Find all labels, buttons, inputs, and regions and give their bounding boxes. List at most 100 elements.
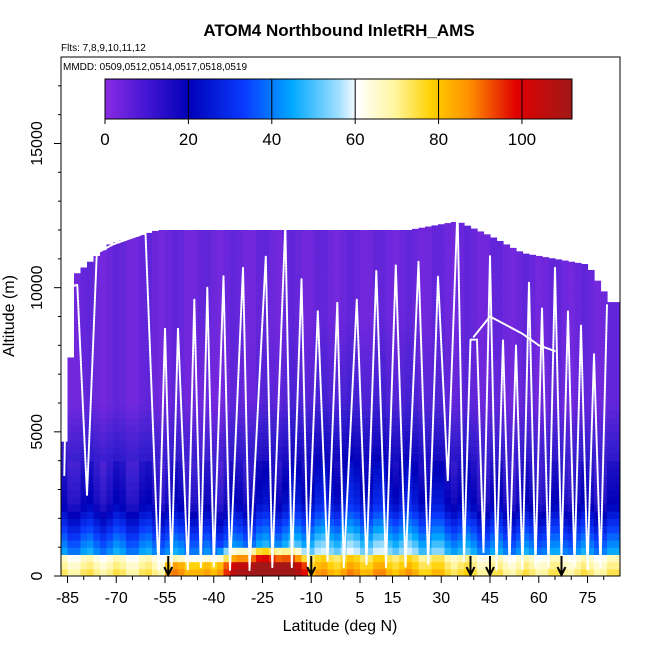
heatmap-cell (301, 316, 309, 325)
heatmap-cell (548, 338, 556, 346)
heatmap-cell (353, 554, 361, 563)
heatmap-cell (366, 258, 374, 267)
heatmap-cell (256, 251, 264, 260)
heatmap-cell (340, 403, 348, 411)
heatmap-cell (288, 237, 296, 246)
heatmap-cell (171, 366, 179, 375)
heatmap-cell (418, 230, 426, 238)
heatmap-cell (100, 431, 108, 440)
heatmap-cell (282, 417, 290, 426)
heatmap-cell (360, 366, 368, 375)
heatmap-cell (334, 388, 342, 397)
heatmap-cell (366, 294, 374, 303)
heatmap-cell (145, 388, 153, 397)
heatmap-cell (282, 316, 290, 325)
heatmap-cell (425, 460, 433, 469)
heatmap-cell (249, 539, 257, 548)
heatmap-cell (119, 482, 127, 491)
heatmap-cell (262, 475, 270, 483)
heatmap-cell (230, 294, 238, 303)
heatmap-cell (392, 547, 400, 555)
heatmap-cell (249, 323, 257, 332)
heatmap-cell (438, 453, 446, 462)
heatmap-cell (470, 352, 478, 361)
heatmap-cell (457, 539, 465, 548)
heatmap-cell (464, 395, 472, 404)
heatmap-cell (301, 496, 309, 505)
heatmap-cell (152, 352, 160, 361)
heatmap-cell (139, 475, 147, 483)
heatmap-cell (587, 309, 595, 318)
heatmap-cell (418, 302, 426, 310)
heatmap-cell (594, 294, 602, 303)
heatmap-cell (386, 489, 394, 498)
heatmap-cell (360, 532, 368, 541)
heatmap-cell (171, 496, 179, 505)
heatmap-cell (535, 273, 543, 282)
heatmap-cell (87, 439, 95, 447)
heatmap-cell (392, 539, 400, 548)
heatmap-cell (600, 374, 608, 382)
heatmap-cell (243, 539, 251, 548)
heatmap-cell (67, 568, 75, 576)
heatmap-cell (587, 269, 595, 274)
heatmap-cell (516, 539, 524, 548)
heatmap-cell (165, 374, 173, 382)
heatmap-cell (412, 410, 420, 419)
heatmap-cell (243, 237, 251, 246)
x-tick-label: 15 (384, 590, 402, 607)
heatmap-cell (197, 439, 205, 447)
heatmap-cell (347, 359, 355, 368)
heatmap-cell (204, 525, 212, 534)
heatmap-cell (334, 374, 342, 382)
heatmap-cell (314, 518, 322, 527)
heatmap-cell (217, 568, 225, 576)
heatmap-cell (269, 366, 277, 375)
heatmap-cell (230, 309, 238, 318)
heatmap-cell (184, 302, 192, 310)
heatmap-cell (301, 302, 309, 310)
heatmap-cell (353, 280, 361, 289)
heatmap-cell (197, 475, 205, 483)
heatmap-cell (353, 230, 361, 238)
heatmap-cell (243, 287, 251, 296)
heatmap-cell (366, 417, 374, 426)
heatmap-cell (418, 237, 426, 246)
heatmap-cell (503, 330, 511, 339)
heatmap-cell (191, 395, 199, 404)
heatmap-cell (490, 323, 498, 332)
heatmap-cell (223, 489, 231, 498)
heatmap-cell (360, 511, 368, 519)
heatmap-cell (80, 294, 88, 303)
heatmap-cell (431, 453, 439, 462)
heatmap-cell (542, 395, 550, 404)
heatmap-cell (399, 439, 407, 447)
heatmap-cell (191, 266, 199, 274)
heatmap-cell (529, 482, 537, 491)
heatmap-cell (113, 366, 121, 375)
heatmap-cell (483, 330, 491, 339)
heatmap-cell (470, 309, 478, 318)
heatmap-cell (171, 561, 179, 570)
heatmap-cell (360, 424, 368, 433)
heatmap-cell (379, 273, 387, 282)
heatmap-cell (230, 518, 238, 527)
heatmap-cell (191, 525, 199, 534)
heatmap-cell (386, 359, 394, 368)
heatmap-cell (269, 244, 277, 253)
heatmap-cell (431, 539, 439, 548)
heatmap-cell (483, 258, 491, 267)
heatmap-cell (126, 244, 134, 253)
heatmap-cell (100, 345, 108, 354)
heatmap-cell (197, 424, 205, 433)
heatmap-cell (438, 417, 446, 426)
heatmap-cell (444, 316, 452, 325)
heatmap-cell (152, 395, 160, 404)
heatmap-cell (191, 503, 199, 512)
heatmap-cell (132, 352, 140, 361)
x-tick-label: -25 (251, 590, 274, 607)
heatmap-cell (288, 352, 296, 361)
heatmap-cell (113, 525, 121, 534)
heatmap-cell (249, 532, 257, 541)
heatmap-cell (308, 352, 316, 361)
